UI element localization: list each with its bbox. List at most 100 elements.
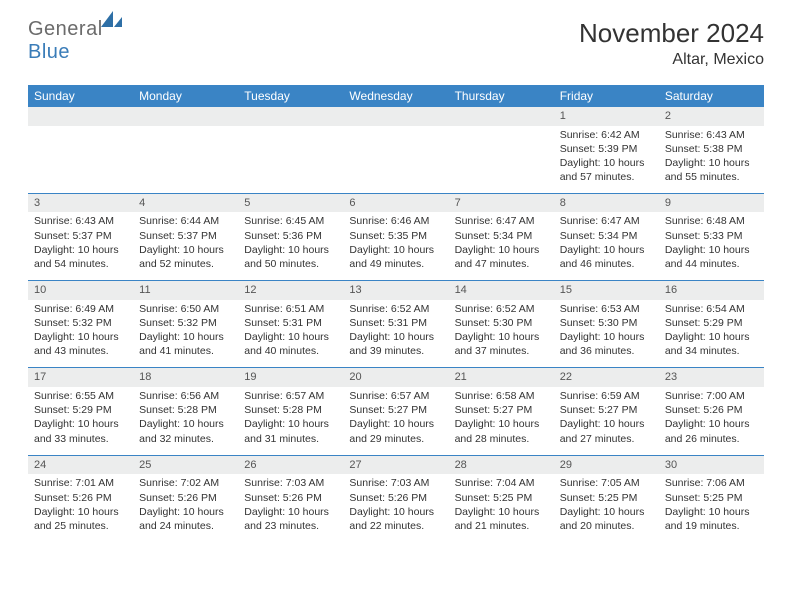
sunrise-text: Sunrise: 7:00 AM bbox=[665, 389, 758, 403]
daylight-text: and 34 minutes. bbox=[665, 344, 758, 358]
daylight-text: Daylight: 10 hours bbox=[34, 505, 127, 519]
daylight-text: Daylight: 10 hours bbox=[244, 417, 337, 431]
daylight-text: Daylight: 10 hours bbox=[139, 243, 232, 257]
day-number-cell: 23 bbox=[659, 368, 764, 387]
sunrise-text: Sunrise: 7:03 AM bbox=[244, 476, 337, 490]
weekday-row: SundayMondayTuesdayWednesdayThursdayFrid… bbox=[28, 85, 764, 107]
day-content-cell: Sunrise: 6:50 AMSunset: 5:32 PMDaylight:… bbox=[133, 300, 238, 368]
day-number-cell bbox=[238, 107, 343, 126]
weekday-header: Saturday bbox=[659, 85, 764, 107]
daylight-text: Daylight: 10 hours bbox=[34, 243, 127, 257]
daylight-text: and 44 minutes. bbox=[665, 257, 758, 271]
day-number-cell: 13 bbox=[343, 280, 448, 299]
day-content-cell: Sunrise: 6:51 AMSunset: 5:31 PMDaylight:… bbox=[238, 300, 343, 368]
daylight-text: and 39 minutes. bbox=[349, 344, 442, 358]
daylight-text: and 55 minutes. bbox=[665, 170, 758, 184]
daylight-text: and 25 minutes. bbox=[34, 519, 127, 533]
weekday-header: Friday bbox=[554, 85, 659, 107]
sunset-text: Sunset: 5:25 PM bbox=[665, 491, 758, 505]
daylight-text: and 54 minutes. bbox=[34, 257, 127, 271]
day-number-cell: 17 bbox=[28, 368, 133, 387]
header: GeneralBlue November 2024 Altar, Mexico bbox=[28, 18, 764, 69]
daylight-text: Daylight: 10 hours bbox=[349, 243, 442, 257]
daylight-text: Daylight: 10 hours bbox=[244, 505, 337, 519]
sunset-text: Sunset: 5:26 PM bbox=[349, 491, 442, 505]
day-number-cell: 11 bbox=[133, 280, 238, 299]
day-number-cell: 27 bbox=[343, 455, 448, 474]
sunrise-text: Sunrise: 6:53 AM bbox=[560, 302, 653, 316]
day-number-cell: 28 bbox=[449, 455, 554, 474]
daylight-text: Daylight: 10 hours bbox=[139, 505, 232, 519]
sunset-text: Sunset: 5:31 PM bbox=[349, 316, 442, 330]
daylight-text: Daylight: 10 hours bbox=[665, 243, 758, 257]
day-content-cell: Sunrise: 6:42 AMSunset: 5:39 PMDaylight:… bbox=[554, 126, 659, 193]
sunset-text: Sunset: 5:26 PM bbox=[244, 491, 337, 505]
sunrise-text: Sunrise: 6:57 AM bbox=[244, 389, 337, 403]
day-number-cell: 20 bbox=[343, 368, 448, 387]
daylight-text: and 46 minutes. bbox=[560, 257, 653, 271]
sunset-text: Sunset: 5:27 PM bbox=[560, 403, 653, 417]
day-content-cell: Sunrise: 7:03 AMSunset: 5:26 PMDaylight:… bbox=[343, 474, 448, 542]
day-number-cell: 10 bbox=[28, 280, 133, 299]
weekday-header: Thursday bbox=[449, 85, 554, 107]
daylight-text: Daylight: 10 hours bbox=[139, 417, 232, 431]
sunrise-text: Sunrise: 7:05 AM bbox=[560, 476, 653, 490]
daylight-text: Daylight: 10 hours bbox=[665, 156, 758, 170]
sunset-text: Sunset: 5:28 PM bbox=[244, 403, 337, 417]
sunrise-text: Sunrise: 6:47 AM bbox=[455, 214, 548, 228]
daylight-text: and 22 minutes. bbox=[349, 519, 442, 533]
daylight-text: and 27 minutes. bbox=[560, 432, 653, 446]
daylight-text: and 41 minutes. bbox=[139, 344, 232, 358]
sunrise-text: Sunrise: 7:02 AM bbox=[139, 476, 232, 490]
sunset-text: Sunset: 5:27 PM bbox=[455, 403, 548, 417]
day-number-cell: 25 bbox=[133, 455, 238, 474]
daylight-text: Daylight: 10 hours bbox=[455, 243, 548, 257]
daylight-text: Daylight: 10 hours bbox=[560, 417, 653, 431]
sunset-text: Sunset: 5:33 PM bbox=[665, 229, 758, 243]
calendar-head: SundayMondayTuesdayWednesdayThursdayFrid… bbox=[28, 85, 764, 107]
day-content-cell: Sunrise: 6:43 AMSunset: 5:37 PMDaylight:… bbox=[28, 212, 133, 280]
day-number-cell: 30 bbox=[659, 455, 764, 474]
sunset-text: Sunset: 5:35 PM bbox=[349, 229, 442, 243]
day-content-cell: Sunrise: 6:53 AMSunset: 5:30 PMDaylight:… bbox=[554, 300, 659, 368]
sunset-text: Sunset: 5:26 PM bbox=[665, 403, 758, 417]
day-number-cell: 8 bbox=[554, 193, 659, 212]
sunrise-text: Sunrise: 7:04 AM bbox=[455, 476, 548, 490]
sunset-text: Sunset: 5:26 PM bbox=[139, 491, 232, 505]
day-content-cell: Sunrise: 6:57 AMSunset: 5:27 PMDaylight:… bbox=[343, 387, 448, 455]
brand-part2: Blue bbox=[28, 41, 70, 63]
daylight-text: and 32 minutes. bbox=[139, 432, 232, 446]
sunset-text: Sunset: 5:28 PM bbox=[139, 403, 232, 417]
day-content-cell: Sunrise: 7:03 AMSunset: 5:26 PMDaylight:… bbox=[238, 474, 343, 542]
day-number-cell: 15 bbox=[554, 280, 659, 299]
daylight-text: and 31 minutes. bbox=[244, 432, 337, 446]
day-content-cell: Sunrise: 7:01 AMSunset: 5:26 PMDaylight:… bbox=[28, 474, 133, 542]
day-number-cell: 18 bbox=[133, 368, 238, 387]
daylight-text: and 47 minutes. bbox=[455, 257, 548, 271]
daylight-text: and 20 minutes. bbox=[560, 519, 653, 533]
daylight-text: and 26 minutes. bbox=[665, 432, 758, 446]
day-number-cell bbox=[133, 107, 238, 126]
day-number-cell: 6 bbox=[343, 193, 448, 212]
sunrise-text: Sunrise: 6:59 AM bbox=[560, 389, 653, 403]
sunrise-text: Sunrise: 6:51 AM bbox=[244, 302, 337, 316]
daylight-text: Daylight: 10 hours bbox=[455, 417, 548, 431]
daylight-text: and 23 minutes. bbox=[244, 519, 337, 533]
sunrise-text: Sunrise: 6:50 AM bbox=[139, 302, 232, 316]
sunset-text: Sunset: 5:36 PM bbox=[244, 229, 337, 243]
sunrise-text: Sunrise: 6:45 AM bbox=[244, 214, 337, 228]
daylight-text: and 21 minutes. bbox=[455, 519, 548, 533]
sunrise-text: Sunrise: 6:57 AM bbox=[349, 389, 442, 403]
calendar-page: GeneralBlue November 2024 Altar, Mexico … bbox=[0, 0, 792, 552]
daylight-text: and 40 minutes. bbox=[244, 344, 337, 358]
day-content-cell: Sunrise: 7:04 AMSunset: 5:25 PMDaylight:… bbox=[449, 474, 554, 542]
sunrise-text: Sunrise: 6:58 AM bbox=[455, 389, 548, 403]
daylight-text: Daylight: 10 hours bbox=[244, 243, 337, 257]
day-content-cell: Sunrise: 6:45 AMSunset: 5:36 PMDaylight:… bbox=[238, 212, 343, 280]
month-title: November 2024 bbox=[579, 18, 764, 49]
day-content-cell: Sunrise: 6:57 AMSunset: 5:28 PMDaylight:… bbox=[238, 387, 343, 455]
day-content-cell: Sunrise: 6:55 AMSunset: 5:29 PMDaylight:… bbox=[28, 387, 133, 455]
day-content-cell: Sunrise: 7:00 AMSunset: 5:26 PMDaylight:… bbox=[659, 387, 764, 455]
day-content-cell: Sunrise: 6:44 AMSunset: 5:37 PMDaylight:… bbox=[133, 212, 238, 280]
daylight-text: Daylight: 10 hours bbox=[349, 417, 442, 431]
